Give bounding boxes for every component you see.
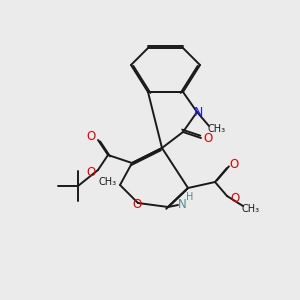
Text: CH₃: CH₃: [208, 124, 226, 134]
Text: H: H: [186, 192, 194, 202]
Text: O: O: [86, 166, 96, 178]
Text: O: O: [230, 191, 240, 205]
Text: N: N: [193, 106, 203, 119]
Text: CH₃: CH₃: [99, 177, 117, 187]
Text: O: O: [203, 131, 213, 145]
Text: N: N: [178, 197, 186, 211]
Text: O: O: [132, 199, 142, 212]
Text: CH₃: CH₃: [242, 204, 260, 214]
Text: O: O: [86, 130, 96, 143]
Text: O: O: [230, 158, 238, 172]
